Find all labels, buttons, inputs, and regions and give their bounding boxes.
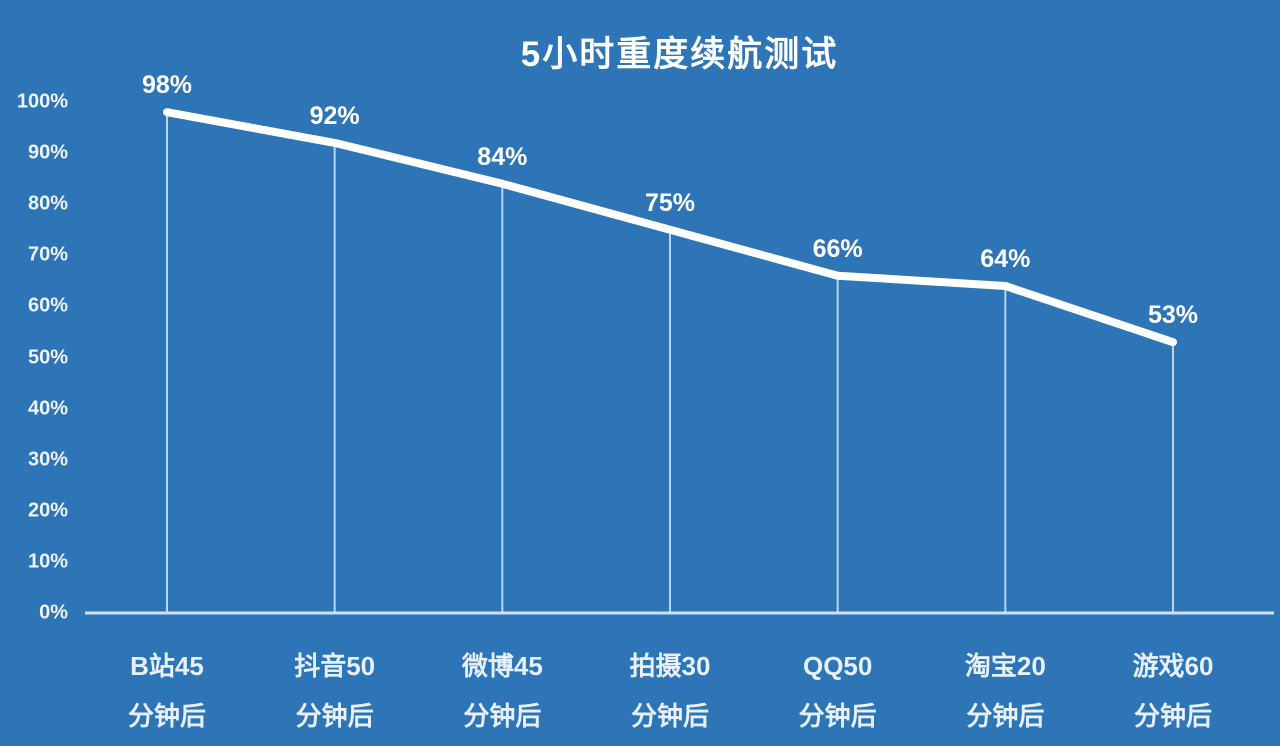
x-category-label: 抖音50 分钟后	[294, 651, 376, 731]
y-tick-label: 40%	[27, 397, 68, 420]
y-tick-label: 20%	[27, 499, 68, 522]
x-category-label: 拍摄30 分钟后	[629, 651, 711, 731]
battery-series-line	[163, 108, 1177, 347]
x-category-label: 淘宝20 分钟后	[964, 651, 1046, 731]
point-value-label: 53%	[1147, 301, 1199, 330]
x-category-label: B站45 分钟后	[127, 651, 206, 731]
point-value-label: 98%	[141, 71, 193, 100]
y-tick-label: 70%	[27, 243, 68, 266]
y-tick-label: 30%	[27, 448, 68, 471]
y-tick-label: 10%	[27, 550, 68, 573]
y-tick-label: 80%	[27, 192, 68, 215]
x-category-label: 游戏60 分钟后	[1132, 651, 1214, 731]
point-value-label: 92%	[309, 101, 360, 130]
point-value-label: 66%	[812, 234, 863, 263]
x-category-label: 微博45 分钟后	[461, 651, 543, 731]
y-tick-label: 50%	[27, 346, 68, 368]
point-value-label: 64%	[980, 244, 1031, 273]
point-value-label: 75%	[644, 188, 696, 217]
point-value-label: 84%	[477, 142, 528, 171]
chart-title: 5小时重度续航测试	[520, 35, 839, 74]
x-category-label: QQ50 分钟后	[798, 651, 877, 731]
y-tick-label: 60%	[27, 294, 68, 317]
y-tick-label: 0%	[39, 601, 68, 624]
y-tick-label: 100%	[16, 90, 68, 113]
y-tick-label: 90%	[27, 141, 68, 164]
